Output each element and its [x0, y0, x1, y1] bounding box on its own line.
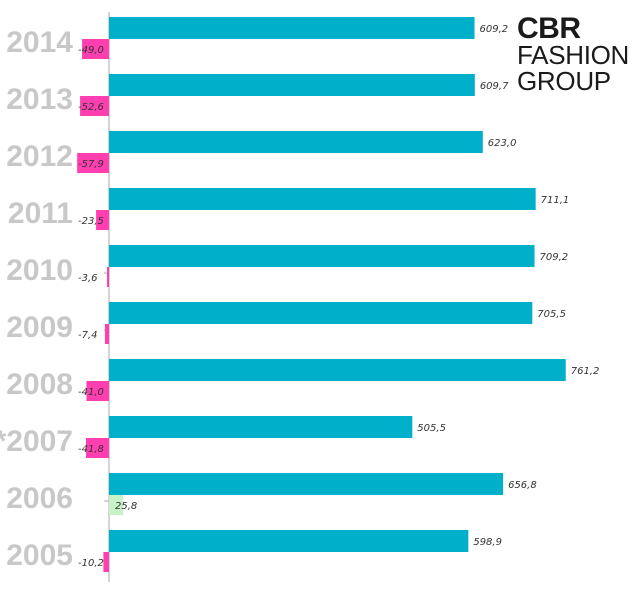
revenue-value-label: 705,5 — [537, 309, 566, 320]
year-label: *2007 — [0, 425, 73, 458]
result-bar — [77, 153, 109, 173]
labels-group: 2014 609,2 -49,0 2013 609,7 -52,6 2012 623,0 -57… — [0, 24, 599, 572]
result-bar — [104, 324, 109, 344]
revenue-bar — [109, 245, 535, 267]
bars-group — [77, 17, 566, 572]
result-value-label: -49,0 — [78, 45, 104, 56]
result-bar — [86, 438, 109, 458]
result-value-label: 25,8 — [115, 501, 137, 512]
revenue-value-label: 656,8 — [508, 480, 537, 491]
revenue-value-label: 505,5 — [417, 423, 446, 434]
revenue-value-label: 609,2 — [480, 24, 509, 35]
revenue-bar — [109, 74, 475, 96]
revenue-bar — [109, 188, 536, 210]
year-label: 2013 — [6, 83, 73, 116]
result-bar — [80, 96, 109, 116]
year-label: 2005 — [6, 539, 73, 572]
result-bar — [109, 495, 124, 515]
result-bar — [96, 210, 109, 230]
result-bar — [103, 552, 109, 572]
revenue-bar — [109, 473, 504, 495]
year-label: 2006 — [6, 482, 73, 515]
result-bar — [82, 39, 109, 59]
result-value-label: -23,5 — [78, 216, 104, 227]
company-logo: CBR FASHION GROUP — [517, 12, 630, 96]
revenue-value-label: 623,0 — [488, 138, 517, 149]
result-value-label: -10,2 — [78, 558, 104, 569]
result-value-label: -41,0 — [78, 387, 104, 398]
revenue-bar — [109, 530, 469, 552]
logo-line-1: CBR — [517, 12, 581, 45]
revenue-value-label: 709,2 — [540, 252, 569, 263]
year-label: 2011 — [8, 197, 73, 230]
revenue-bar — [109, 416, 413, 438]
year-label: 2012 — [6, 140, 73, 173]
result-value-label: -3,6 — [78, 273, 98, 284]
revenue-value-label: 711,1 — [541, 195, 570, 206]
result-value-label: -57,9 — [78, 159, 104, 170]
year-label: 2009 — [6, 311, 73, 344]
revenue-bar — [109, 17, 475, 39]
revenue-value-label: 761,2 — [571, 366, 600, 377]
axis-ticks — [104, 44, 109, 559]
year-label: 2014 — [6, 26, 73, 59]
year-label: 2008 — [6, 368, 73, 401]
revenue-bar — [109, 131, 483, 153]
logo-line-3: GROUP — [517, 65, 611, 96]
revenue-value-label: 598,9 — [473, 537, 502, 548]
revenue-bar — [109, 359, 566, 381]
revenue-bar — [109, 302, 533, 324]
revenue-value-label: 609,7 — [480, 81, 509, 92]
result-bar — [107, 267, 109, 287]
result-value-label: -52,6 — [78, 102, 104, 113]
result-bar — [86, 381, 109, 401]
logo-line-2: FASHION — [517, 40, 630, 71]
result-value-label: -41,8 — [78, 444, 104, 455]
result-value-label: -7,4 — [78, 330, 98, 341]
year-label: 2010 — [6, 254, 73, 287]
